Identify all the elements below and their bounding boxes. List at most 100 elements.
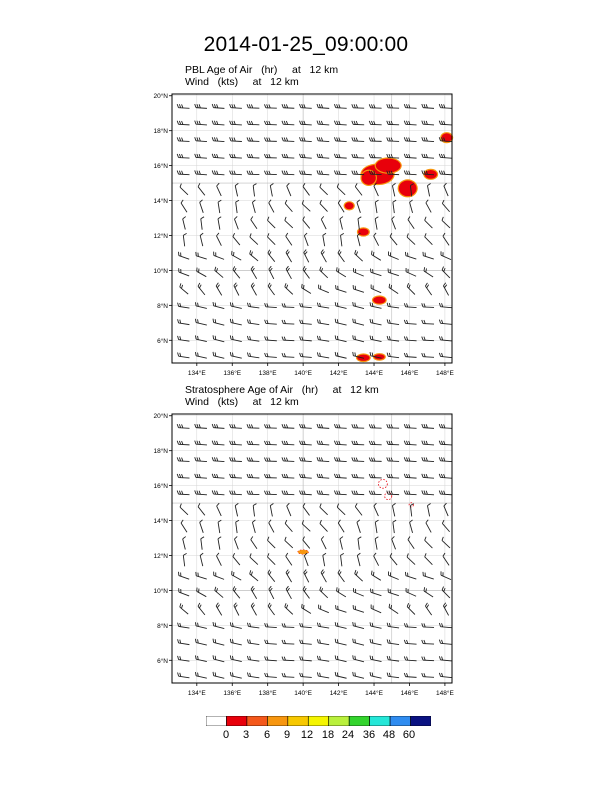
wind-barb-staff bbox=[283, 323, 295, 325]
wind-barb-feather bbox=[303, 605, 305, 609]
wind-barb-feather bbox=[352, 302, 354, 306]
wind-barb-feather bbox=[319, 503, 322, 508]
wind-barb-feather bbox=[336, 319, 339, 324]
wind-barb-feather bbox=[283, 490, 286, 495]
wind-barb-feather bbox=[268, 137, 271, 142]
colorbar bbox=[206, 716, 431, 726]
wind-barb-feather bbox=[319, 656, 321, 660]
wind-barb-feather bbox=[285, 440, 289, 445]
wind-barb-feather bbox=[301, 603, 303, 608]
wind-barb-feather bbox=[247, 302, 249, 307]
lon-tick-label: 148°E bbox=[436, 369, 454, 377]
wind-barb-feather bbox=[196, 170, 199, 175]
wind-barb-staff bbox=[442, 203, 450, 213]
wind-barb-feather bbox=[340, 553, 345, 556]
wind-barb-feather bbox=[264, 104, 267, 108]
wind-barb-staff bbox=[197, 506, 206, 516]
wind-barb-feather bbox=[320, 569, 324, 573]
wind-barb-feather bbox=[426, 284, 430, 289]
wind-barb-feather bbox=[443, 502, 447, 507]
wind-barb-feather bbox=[301, 137, 304, 142]
wind-barb-feather bbox=[246, 490, 249, 495]
wind-barb-staff bbox=[389, 236, 398, 246]
wind-barb-feather bbox=[351, 490, 354, 495]
lat-tick-label: 20°N bbox=[153, 92, 168, 100]
wind-barb-feather bbox=[438, 440, 441, 445]
wind-barb-feather bbox=[423, 153, 426, 158]
wind-barb-feather bbox=[425, 282, 428, 287]
wind-barb-feather bbox=[410, 503, 414, 506]
wind-barb-staff bbox=[356, 555, 361, 567]
wind-barb-feather bbox=[247, 319, 249, 324]
wind-barb-feather bbox=[301, 440, 304, 445]
wind-barb-feather bbox=[216, 457, 219, 462]
wind-barb-feather bbox=[336, 587, 338, 592]
wind-barb-staff bbox=[406, 236, 416, 245]
wind-barb-feather bbox=[248, 457, 251, 462]
wind-barb-feather bbox=[443, 457, 446, 462]
wind-barb-feather bbox=[252, 183, 257, 186]
wind-barb-staff bbox=[230, 460, 242, 462]
wind-barb-feather bbox=[216, 604, 220, 609]
wind-barb-feather bbox=[249, 570, 252, 574]
wind-barb-feather bbox=[234, 284, 238, 288]
wind-barb-feather bbox=[423, 104, 426, 108]
wind-barb-feather bbox=[249, 233, 252, 238]
lon-tick-label: 140°E bbox=[294, 369, 312, 377]
wind-barb-staff bbox=[230, 157, 242, 159]
wind-barb-feather bbox=[357, 536, 362, 540]
wind-barb-feather bbox=[441, 490, 444, 495]
wind-barb-feather bbox=[194, 473, 197, 478]
wind-barb-feather bbox=[231, 424, 234, 428]
wind-barb-staff bbox=[283, 356, 295, 358]
wind-barb-feather bbox=[285, 154, 289, 158]
wind-barb-staff bbox=[335, 443, 347, 446]
wind-barb-feather bbox=[249, 250, 252, 254]
wind-barb-feather bbox=[386, 302, 389, 307]
wind-barb-feather bbox=[232, 672, 234, 677]
wind-barb-feather bbox=[441, 639, 444, 644]
wind-barb-feather bbox=[235, 519, 240, 523]
panel1-field-label: PBL Age of Air (hr) at 12 km bbox=[185, 64, 339, 76]
wind-barb-feather bbox=[352, 671, 354, 676]
wind-barb-feather bbox=[284, 603, 287, 607]
wind-barb-feather bbox=[178, 473, 182, 478]
wind-barb-feather bbox=[438, 137, 441, 142]
wind-barb-feather bbox=[390, 424, 393, 429]
wind-barb-feather bbox=[301, 656, 304, 661]
wind-barb-feather bbox=[217, 536, 222, 540]
wind-barb-feather bbox=[284, 216, 287, 221]
wind-barb-feather bbox=[390, 120, 393, 125]
wind-barb-feather bbox=[231, 490, 234, 495]
wind-barb-feather bbox=[268, 424, 271, 429]
wind-barb-feather bbox=[266, 153, 269, 158]
wind-barb-feather bbox=[178, 424, 182, 428]
wind-barb-feather bbox=[421, 423, 424, 428]
wind-barb-feather bbox=[284, 283, 287, 287]
wind-barb-feather bbox=[406, 336, 409, 341]
wind-barb-feather bbox=[406, 170, 409, 175]
wind-barb-feather bbox=[178, 170, 182, 175]
wind-barb-feather bbox=[196, 120, 199, 125]
wind-barb-feather bbox=[299, 302, 302, 307]
lon-tick-label: 142°E bbox=[330, 689, 348, 697]
wind-barb-staff bbox=[249, 556, 259, 565]
wind-barb-staff bbox=[251, 202, 256, 214]
wind-barb-feather bbox=[392, 519, 397, 523]
wind-barb-feather bbox=[301, 424, 304, 428]
wind-barb-feather bbox=[250, 282, 254, 287]
colorbar-swatch bbox=[287, 716, 309, 726]
wind-barb-feather bbox=[264, 319, 267, 324]
wind-barb-feather bbox=[406, 603, 410, 607]
wind-barb-feather bbox=[229, 170, 232, 175]
wind-barb-feather bbox=[302, 216, 305, 221]
wind-barb-feather bbox=[425, 153, 428, 158]
wind-barb-feather bbox=[266, 336, 269, 341]
wind-barb-feather bbox=[266, 353, 269, 357]
wind-barb-feather bbox=[424, 553, 427, 558]
wind-barb-feather bbox=[425, 490, 428, 495]
wind-barb-feather bbox=[285, 490, 289, 495]
wind-barb-feather bbox=[373, 502, 377, 507]
wind-barb-feather bbox=[351, 120, 354, 125]
wind-barb-feather bbox=[351, 170, 354, 175]
